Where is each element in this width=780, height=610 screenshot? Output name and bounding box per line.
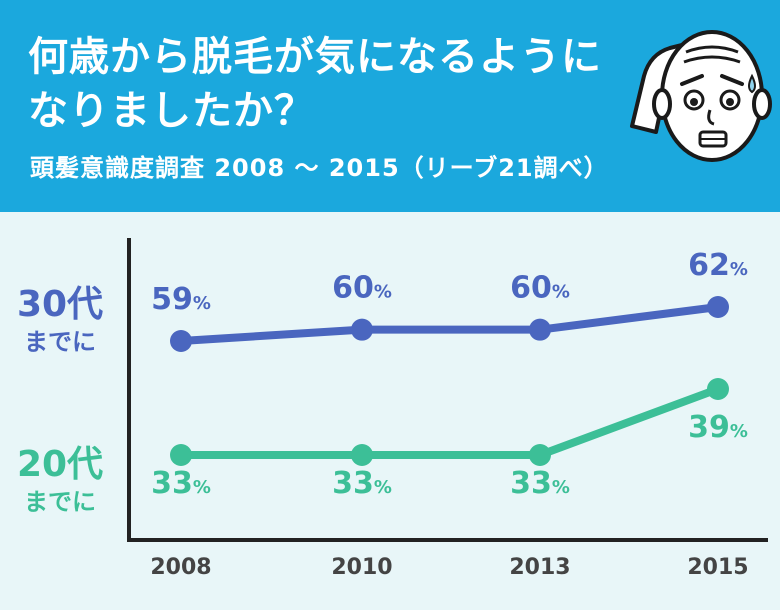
- data-label: 60%: [510, 271, 570, 306]
- x-tick-label: 2013: [509, 555, 570, 580]
- data-label: 59%: [151, 282, 211, 317]
- line-chart: 59% 60% 60% 62% 33% 33% 33% 39% 2008 2010 2013 20…: [17, 238, 768, 580]
- series-name-20: 20代: [17, 444, 103, 485]
- data-point: [170, 330, 192, 352]
- data-label: 39%: [688, 410, 748, 445]
- data-label: 62%: [688, 248, 748, 283]
- x-tick-label: 2010: [331, 555, 392, 580]
- series-sub-20: までに: [24, 488, 96, 516]
- series-line-20: [177, 385, 722, 459]
- data-label: 33%: [510, 466, 570, 501]
- page-subtitle: 頭髪意識度調査 2008 ～ 2015（リーブ21調べ）: [30, 154, 609, 182]
- header-banner: 何歳から脱毛が気になるようになりましたか？ 頭髪意識度調査 2008 ～ 201…: [0, 0, 780, 212]
- data-point: [707, 378, 729, 400]
- data-label: 33%: [151, 466, 211, 501]
- data-label: 33%: [332, 466, 392, 501]
- x-tick-label: 2015: [687, 555, 748, 580]
- worried-man-icon: [630, 30, 772, 162]
- data-label: 60%: [332, 271, 392, 306]
- data-point: [351, 444, 373, 466]
- data-point: [170, 444, 192, 466]
- page-title: 何歳から脱毛が気になるようになりましたか？: [28, 34, 602, 134]
- data-point: [707, 296, 729, 318]
- series-line-30: [177, 303, 722, 345]
- x-tick-label: 2008: [150, 555, 211, 580]
- series-sub-30: までに: [24, 328, 96, 356]
- data-point: [351, 318, 373, 341]
- data-point: [529, 444, 551, 466]
- data-point: [529, 318, 551, 341]
- series-name-30: 30代: [17, 284, 103, 325]
